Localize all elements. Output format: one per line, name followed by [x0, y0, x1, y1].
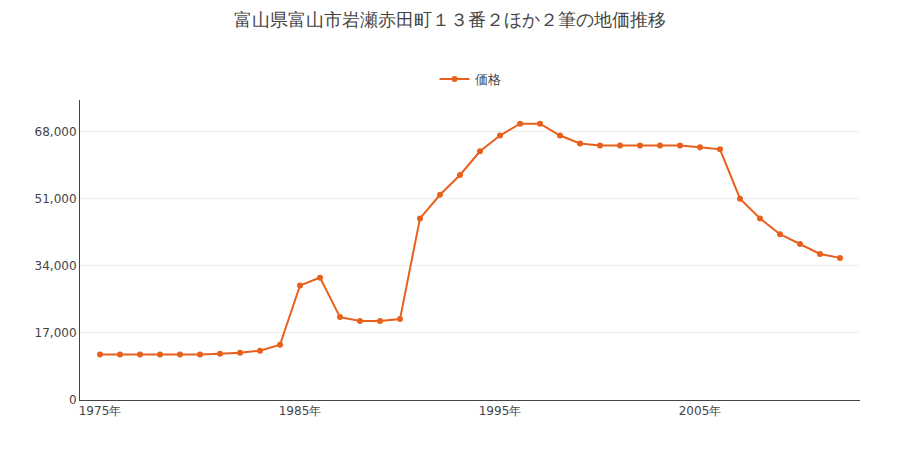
svg-text:価格: 価格 — [475, 72, 501, 87]
svg-text:1995年: 1995年 — [479, 404, 522, 418]
svg-text:富山県富山市岩瀬赤田町１３番２ほか２筆の地価推移: 富山県富山市岩瀬赤田町１３番２ほか２筆の地価推移 — [234, 9, 666, 30]
svg-text:1975年: 1975年 — [79, 404, 122, 418]
svg-text:2005年: 2005年 — [679, 404, 722, 418]
svg-text:34,000: 34,000 — [35, 259, 77, 273]
svg-text:68,000: 68,000 — [35, 125, 77, 139]
svg-text:17,000: 17,000 — [35, 326, 77, 340]
svg-text:51,000: 51,000 — [35, 192, 77, 206]
svg-text:0: 0 — [69, 393, 77, 407]
svg-text:1985年: 1985年 — [279, 404, 322, 418]
